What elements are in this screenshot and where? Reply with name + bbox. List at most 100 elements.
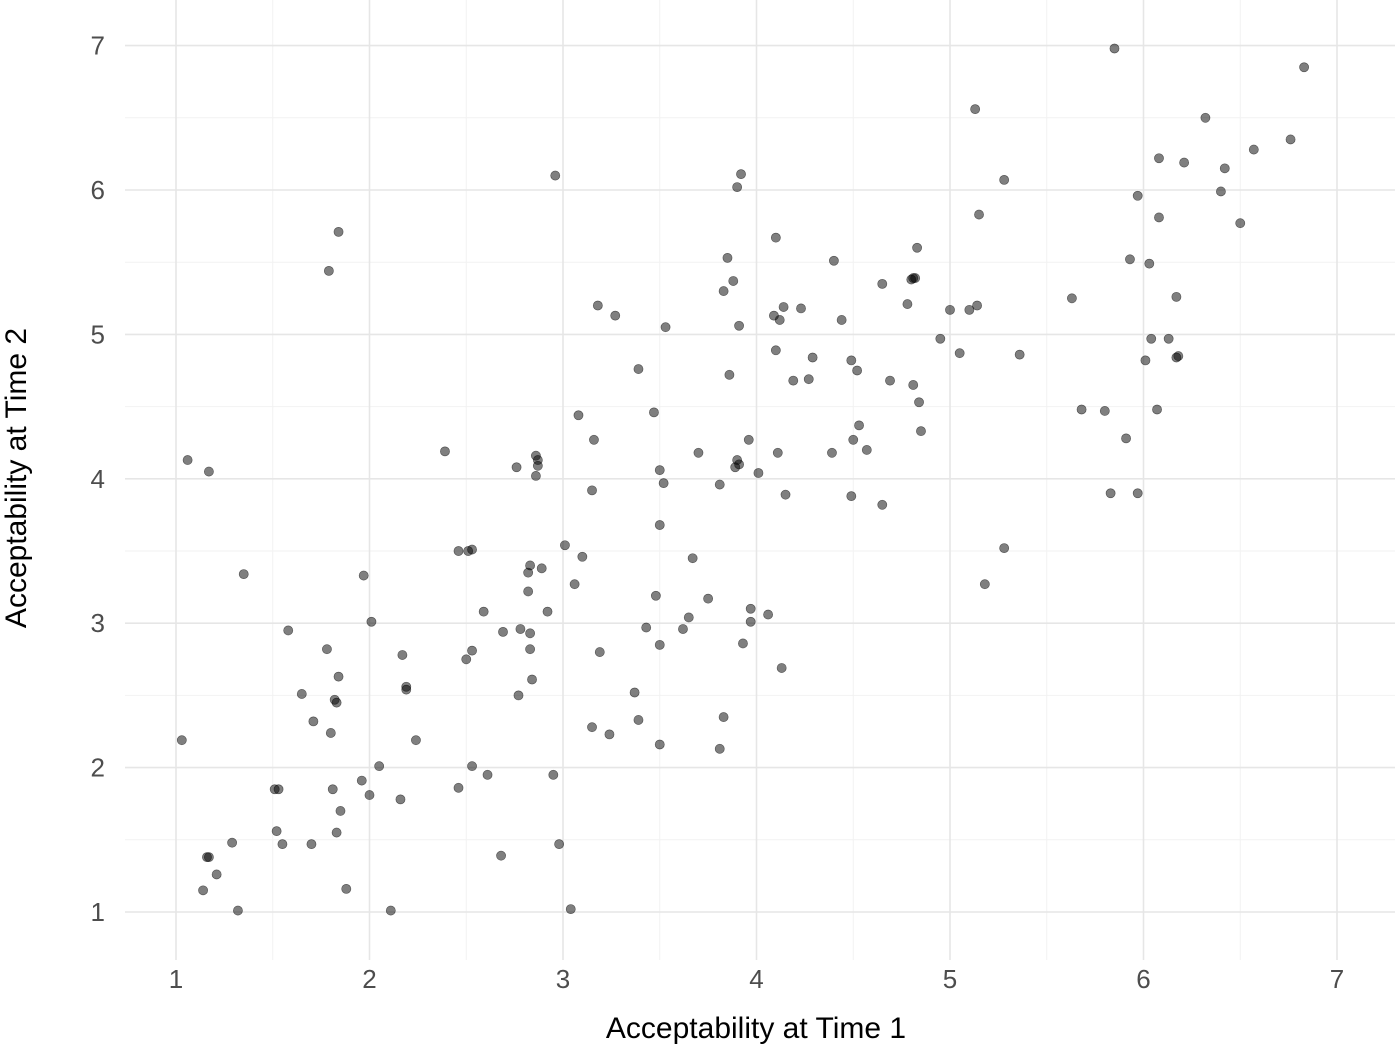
- x-tick-label: 7: [1330, 964, 1344, 994]
- data-point: [687, 553, 698, 564]
- data-point: [827, 447, 837, 458]
- data-point: [788, 375, 799, 386]
- x-axis-title: Acceptability at Time 1: [606, 1012, 906, 1045]
- data-point: [654, 520, 665, 530]
- data-point: [331, 697, 342, 708]
- x-tick-label: 4: [749, 964, 763, 994]
- data-point: [774, 315, 785, 325]
- data-point: [523, 586, 534, 597]
- y-axis-title: Acceptability at Time 2: [0, 328, 33, 628]
- data-point: [527, 674, 537, 685]
- data-point: [1299, 62, 1310, 73]
- data-point: [542, 606, 553, 617]
- data-point: [1109, 43, 1120, 54]
- data-point: [397, 650, 408, 660]
- data-point: [1132, 488, 1143, 499]
- data-point: [714, 743, 725, 754]
- y-tick-label: 1: [91, 897, 105, 927]
- data-point: [536, 563, 547, 574]
- data-point: [366, 616, 377, 627]
- data-point: [233, 905, 243, 916]
- data-point: [550, 170, 561, 181]
- data-point: [333, 226, 344, 237]
- data-point: [1285, 134, 1296, 145]
- data-point: [1248, 144, 1259, 155]
- data-point: [734, 320, 744, 331]
- data-point: [877, 278, 888, 289]
- data-point: [703, 593, 714, 604]
- data-point: [1132, 190, 1143, 201]
- data-point: [592, 300, 603, 311]
- data-point: [848, 434, 859, 445]
- data-point: [323, 265, 334, 276]
- data-point: [916, 426, 926, 437]
- data-point: [411, 735, 421, 746]
- data-point: [560, 540, 570, 551]
- data-point: [482, 769, 493, 780]
- y-tick-label: 2: [91, 753, 105, 783]
- data-point: [1154, 212, 1164, 223]
- data-point: [322, 644, 332, 655]
- data-point: [453, 546, 464, 556]
- data-point: [331, 827, 342, 838]
- data-point: [440, 446, 450, 457]
- data-point: [277, 839, 288, 850]
- data-point: [658, 478, 669, 489]
- data-point: [515, 624, 526, 634]
- data-point: [364, 790, 375, 800]
- data-point: [745, 616, 756, 627]
- data-point: [979, 579, 990, 590]
- data-point: [1219, 163, 1230, 174]
- data-point: [836, 315, 847, 325]
- data-point: [714, 479, 725, 490]
- data-point: [803, 374, 814, 385]
- data-point: [478, 606, 489, 617]
- data-point: [683, 612, 694, 623]
- data-point: [972, 300, 982, 311]
- y-tick-label: 4: [91, 464, 105, 494]
- data-point: [945, 304, 955, 315]
- y-tick-label: 5: [91, 319, 105, 349]
- data-point: [1235, 218, 1246, 229]
- data-point: [273, 784, 284, 795]
- data-point: [587, 485, 597, 496]
- data-point: [1173, 351, 1184, 361]
- data-point: [912, 242, 923, 253]
- data-point: [1099, 406, 1110, 416]
- data-point: [327, 784, 338, 795]
- data-point: [1076, 404, 1087, 415]
- data-point: [654, 465, 665, 476]
- data-point: [654, 739, 665, 750]
- data-point: [453, 782, 464, 793]
- data-point: [935, 333, 946, 344]
- data-point: [964, 304, 975, 315]
- x-tick-label: 3: [556, 964, 570, 994]
- data-point: [877, 499, 888, 510]
- data-point: [308, 716, 319, 727]
- data-point: [532, 455, 543, 465]
- data-point: [341, 883, 352, 894]
- x-tick-label: 6: [1136, 964, 1150, 994]
- y-tick-labels: 1 2 3 4 5 6 7: [91, 31, 105, 927]
- data-point: [970, 104, 981, 115]
- data-point: [333, 671, 344, 682]
- data-point: [743, 434, 754, 445]
- data-point: [885, 375, 895, 386]
- data-point: [678, 624, 688, 634]
- data-point: [660, 322, 671, 333]
- data-point: [1216, 186, 1226, 197]
- data-point: [238, 569, 249, 580]
- data-point: [513, 690, 524, 701]
- data-point: [203, 852, 214, 863]
- data-point: [554, 839, 565, 850]
- data-point: [722, 252, 733, 263]
- x-tick-labels: 1 2 3 4 5 6 7: [169, 964, 1344, 994]
- data-point: [401, 684, 412, 695]
- data-point: [734, 459, 744, 470]
- data-point: [999, 174, 1010, 185]
- data-point: [732, 182, 743, 193]
- data-point: [496, 850, 506, 861]
- data-point: [182, 455, 193, 465]
- data-point: [780, 489, 791, 500]
- data-point: [654, 639, 665, 650]
